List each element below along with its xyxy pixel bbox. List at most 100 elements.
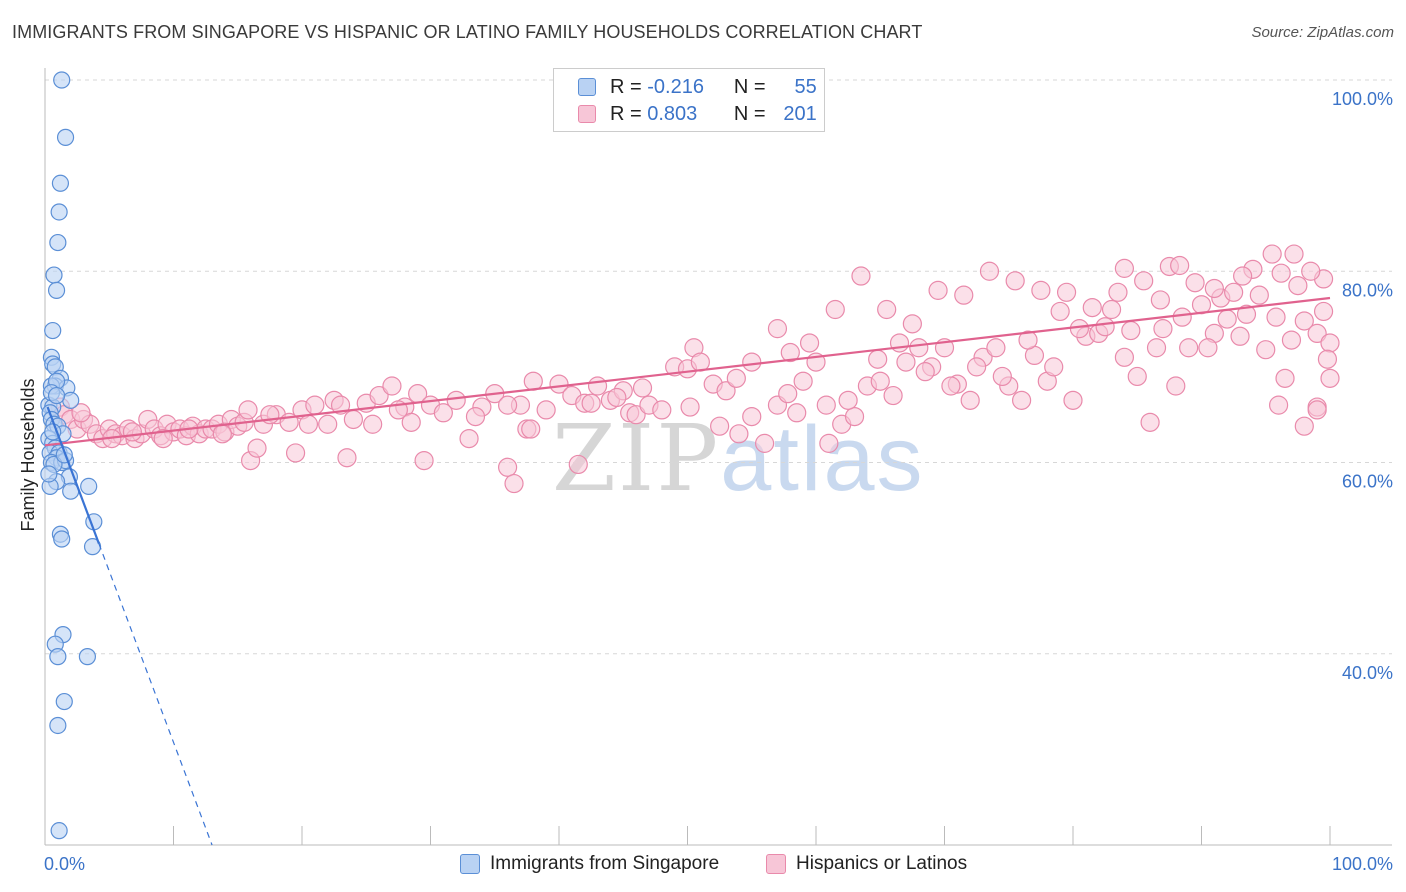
point-hispanic <box>1204 278 1224 299</box>
point-hispanic <box>71 403 91 423</box>
point-hispanic <box>382 376 402 396</box>
point-hispanic <box>1198 338 1218 358</box>
point-hispanic <box>285 443 306 463</box>
legend-r-label: R = <box>610 102 642 125</box>
point-hispanic <box>465 407 486 427</box>
point-hispanic <box>1179 338 1199 358</box>
point-hispanic <box>1275 368 1295 388</box>
point-singapore <box>44 321 62 340</box>
point-hispanic <box>318 414 338 434</box>
point-singapore <box>47 386 66 405</box>
point-hispanic <box>909 338 929 358</box>
legend-r-value: -0.216 <box>647 75 704 98</box>
point-hispanic <box>819 433 839 453</box>
point-hispanic <box>680 397 700 417</box>
series-hispanics-points <box>50 244 1340 494</box>
legend-n-label: N = <box>733 102 766 125</box>
point-hispanic <box>1172 307 1192 327</box>
point-hispanic <box>238 400 258 420</box>
point-singapore <box>53 71 71 89</box>
point-hispanic <box>754 433 775 453</box>
point-hispanic <box>652 400 672 420</box>
bottom-legend-swatch-blue <box>460 854 480 874</box>
point-hispanic <box>1005 271 1025 291</box>
point-singapore <box>44 423 62 441</box>
point-hispanic <box>967 357 987 377</box>
point-hispanic <box>877 299 897 320</box>
trend-lines <box>44 296 1331 846</box>
point-hispanic <box>960 390 980 410</box>
point-hispanic <box>868 349 888 369</box>
point-hispanic <box>710 416 730 436</box>
point-singapore <box>49 648 67 666</box>
point-hispanic <box>363 414 383 434</box>
point-hispanic <box>369 385 389 406</box>
point-hispanic <box>122 422 142 442</box>
point-hispanic <box>1082 297 1102 318</box>
point-hispanic <box>337 448 357 468</box>
point-hispanic <box>1224 282 1244 302</box>
point-hispanic <box>1114 258 1135 278</box>
point-singapore <box>55 692 73 711</box>
bottom-legend-label-singapore: Immigrants from Singapore <box>490 853 720 874</box>
y-tick-label: 100.0% <box>1332 89 1393 109</box>
point-hispanic <box>1249 285 1269 305</box>
point-hispanic <box>1056 282 1077 302</box>
y-tick-label: 60.0% <box>1342 472 1393 492</box>
point-hispanic <box>1127 366 1147 387</box>
point-hispanic <box>1063 390 1083 410</box>
x-tick-label: 0.0% <box>44 854 85 874</box>
point-hispanic <box>607 387 627 408</box>
point-hispanic <box>1268 395 1289 415</box>
point-singapore <box>49 716 67 735</box>
point-hispanic <box>816 395 836 415</box>
point-hispanic <box>928 280 948 300</box>
point-hispanic <box>726 368 746 388</box>
point-hispanic <box>153 428 173 449</box>
point-hispanic <box>1271 263 1291 283</box>
point-hispanic <box>446 390 466 410</box>
point-hispanic <box>780 342 800 363</box>
point-hispanic <box>954 285 974 305</box>
point-hispanic <box>1313 301 1334 322</box>
point-hispanic <box>1146 338 1167 358</box>
point-hispanic <box>1307 400 1327 420</box>
legend-swatch-blue <box>578 78 596 96</box>
point-singapore <box>55 446 73 464</box>
point-hispanic <box>1101 299 1122 320</box>
point-hispanic <box>1069 319 1090 339</box>
point-hispanic <box>778 384 798 404</box>
point-hispanic <box>1233 266 1253 286</box>
point-hispanic <box>1114 347 1135 367</box>
point-hispanic <box>1294 416 1314 436</box>
point-hispanic <box>787 403 807 423</box>
chart-title: IMMIGRANTS FROM SINGAPORE VS HISPANIC OR… <box>12 22 923 42</box>
point-hispanic <box>799 333 820 353</box>
point-hispanic <box>521 419 541 439</box>
point-hispanic <box>896 352 916 372</box>
point-hispanic <box>883 385 903 406</box>
x-tick-label: 100.0% <box>1332 854 1393 874</box>
point-hispanic <box>1281 330 1302 350</box>
point-hispanic <box>1018 330 1038 350</box>
point-hispanic <box>1236 304 1257 324</box>
point-hispanic <box>1095 317 1115 337</box>
point-singapore <box>80 477 98 496</box>
trend-line-singapore <box>46 406 100 545</box>
point-hispanic <box>568 454 588 475</box>
point-hispanic <box>742 352 762 372</box>
point-hispanic <box>1288 275 1308 296</box>
point-hispanic <box>1294 311 1314 331</box>
point-hispanic <box>1121 320 1141 341</box>
point-singapore <box>40 465 58 483</box>
point-hispanic <box>1320 333 1340 353</box>
legend-r-value: 0.803 <box>647 102 698 125</box>
point-hispanic <box>504 473 524 494</box>
point-singapore <box>51 174 70 192</box>
point-hispanic <box>889 333 910 353</box>
grid-lines <box>45 79 1392 655</box>
point-hispanic <box>1256 340 1276 360</box>
point-hispanic <box>1185 273 1205 293</box>
legend-row-hispanic: R = 0.803 N = 201 <box>578 103 817 125</box>
point-hispanic <box>1307 323 1327 344</box>
